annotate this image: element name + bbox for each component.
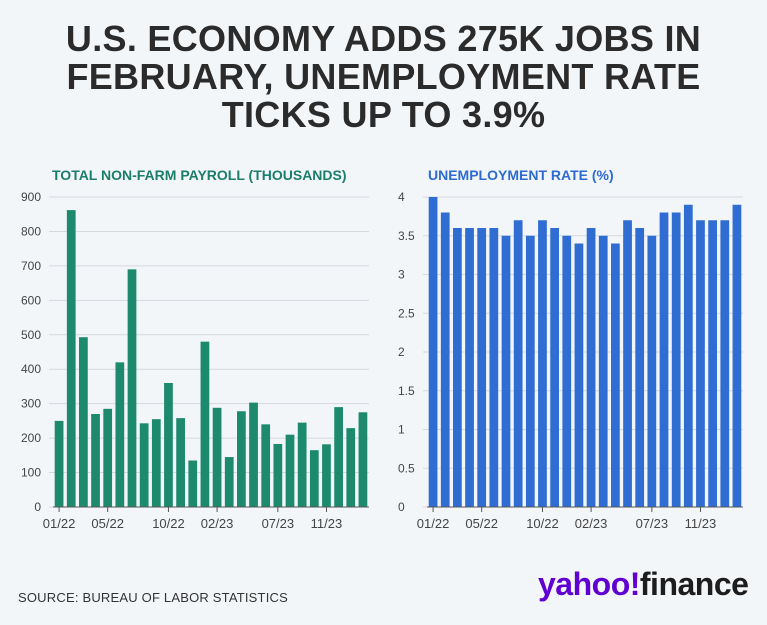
bar [285, 434, 295, 507]
bar [611, 243, 620, 507]
bar [659, 212, 669, 507]
y-tick-label: 0 [398, 500, 405, 514]
bar [346, 428, 356, 507]
bar [550, 228, 559, 507]
y-tick-label: 700 [21, 259, 41, 273]
x-tick-label: 05/22 [91, 516, 124, 531]
bar [708, 220, 717, 507]
x-tick-label: 07/23 [636, 516, 669, 531]
y-tick-label: 100 [21, 466, 41, 480]
bar [720, 220, 730, 507]
bar [358, 412, 368, 507]
x-tick-label: 02/23 [201, 516, 234, 531]
bar [696, 220, 705, 507]
payroll-chart-title: TOTAL NON-FARM PAYROLL (THOUSANDS) [52, 167, 347, 183]
bar [79, 337, 88, 507]
y-tick-label: 0 [34, 500, 41, 514]
bar [115, 362, 125, 507]
x-tick-label: 11/23 [311, 516, 343, 531]
headline: U.S. ECONOMY ADDS 275K JOBS IN FEBRUARY,… [65, 18, 702, 135]
y-tick-label: 200 [21, 431, 41, 445]
bar [200, 341, 210, 507]
y-tick-label: 600 [21, 293, 41, 307]
bar [297, 422, 307, 507]
x-tick-label: 01/22 [417, 516, 450, 531]
bar [188, 460, 198, 507]
bar [224, 457, 234, 507]
bar [164, 383, 173, 507]
y-tick-label: 1 [398, 423, 405, 437]
bar [66, 210, 76, 508]
x-tick-label: 10/22 [152, 516, 185, 531]
x-tick-label: 07/23 [262, 516, 295, 531]
bar [501, 235, 511, 507]
bar [671, 212, 681, 507]
x-tick-label: 11/23 [685, 516, 717, 531]
y-tick-label: 4 [398, 190, 405, 204]
bar [574, 243, 584, 507]
unemployment-chart-title: UNEMPLOYMENT RATE (%) [428, 167, 614, 183]
source-note: SOURCE: BUREAU OF LABOR STATISTICS [18, 590, 288, 605]
bar [261, 424, 271, 507]
bar [525, 235, 535, 507]
yahoo-finance-logo: yahoo!finance [538, 566, 749, 603]
y-tick-label: 0.5 [398, 461, 415, 475]
x-tick-label: 05/22 [465, 516, 498, 531]
y-tick-label: 2 [398, 345, 405, 359]
bar [513, 220, 523, 507]
bar [322, 444, 331, 507]
y-tick-label: 900 [21, 190, 41, 204]
logo-yahoo: yahoo! [538, 566, 640, 602]
y-tick-label: 2.5 [398, 306, 415, 320]
bar [635, 228, 645, 507]
logo-finance: finance [639, 566, 749, 602]
bar [151, 419, 161, 507]
bar [598, 235, 608, 507]
bar [139, 423, 149, 507]
x-tick-label: 01/22 [43, 516, 76, 531]
bar [623, 220, 632, 507]
bar [127, 269, 137, 507]
bar [586, 228, 596, 507]
bar [732, 204, 742, 507]
y-tick-label: 3 [398, 268, 405, 282]
bar [440, 212, 450, 507]
bar [212, 407, 222, 507]
bar [562, 235, 572, 507]
bar [309, 450, 319, 507]
bar [103, 408, 113, 507]
bar [477, 228, 487, 507]
x-tick-label: 10/22 [526, 516, 559, 531]
y-tick-label: 400 [21, 362, 41, 376]
bar [683, 204, 693, 507]
y-tick-label: 1.5 [398, 384, 415, 398]
bar [334, 407, 343, 507]
y-tick-label: 500 [21, 328, 41, 342]
x-tick-label: 02/23 [575, 516, 608, 531]
bar [428, 197, 438, 507]
bar [453, 228, 462, 507]
bar [91, 414, 100, 507]
y-tick-label: 3.5 [398, 229, 415, 243]
bar [489, 228, 499, 507]
bar [176, 418, 185, 507]
y-tick-label: 300 [21, 397, 41, 411]
bar [647, 235, 657, 507]
y-tick-label: 800 [21, 224, 41, 238]
bar [465, 228, 474, 507]
bar [273, 443, 283, 507]
bar [54, 420, 64, 507]
bar [538, 220, 547, 507]
bar [249, 402, 258, 507]
bar [237, 411, 246, 507]
